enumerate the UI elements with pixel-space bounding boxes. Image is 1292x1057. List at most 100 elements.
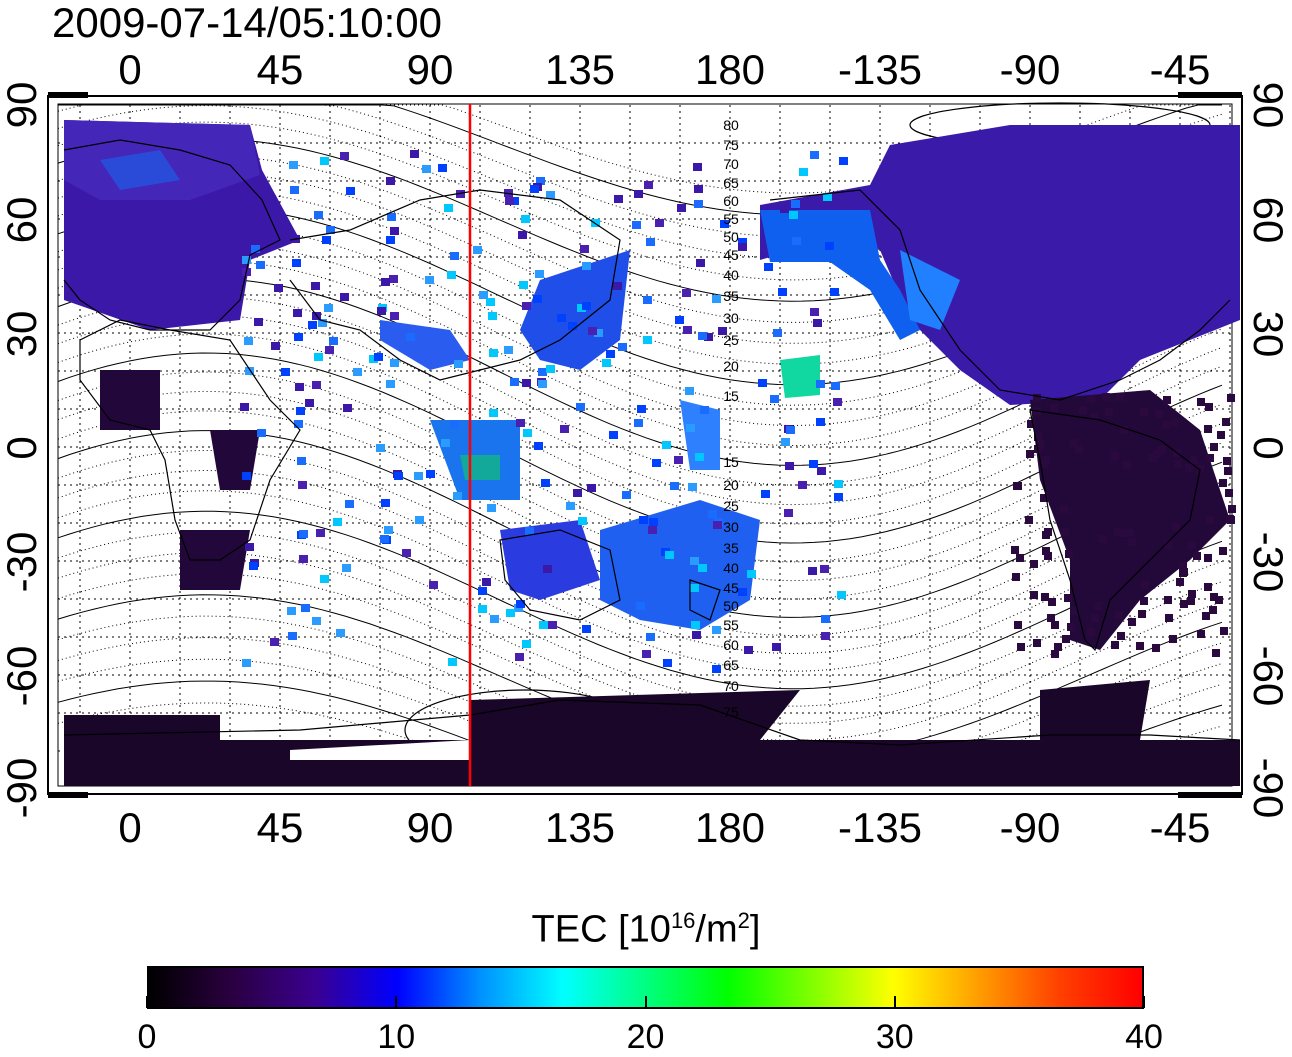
tec-cell: [318, 319, 327, 327]
tec-cell: [369, 355, 378, 363]
tec-cell: [694, 185, 703, 193]
left-latitude-tick: -30: [0, 531, 45, 593]
tec-cell: [296, 407, 305, 415]
bottom-longitude-tick: 180: [694, 804, 766, 851]
tec-cell: [1176, 578, 1184, 586]
tec-cell: [251, 245, 260, 253]
tec-cell: [1224, 467, 1232, 475]
tec-cell: [1206, 454, 1214, 462]
tec-cell: [414, 472, 423, 480]
tec-cell: [744, 646, 753, 654]
contour-line: [57, 637, 1223, 787]
tec-cell: [712, 626, 721, 634]
coastline: [499, 529, 621, 621]
tec-cell: [394, 472, 403, 480]
tec-cell: [320, 157, 329, 165]
tec-cell: [1027, 420, 1035, 428]
tec-cell: [450, 421, 459, 429]
tec-cell: [386, 236, 395, 244]
tec-cell: [778, 288, 787, 296]
tec-cell: [298, 481, 307, 489]
top-longitude-tick: -45: [1149, 46, 1211, 93]
coastlines: [63, 139, 1241, 746]
tec-cell: [314, 353, 323, 361]
tec-cell: [519, 281, 528, 289]
tec-cell: [333, 518, 342, 526]
tec-cell: [245, 543, 254, 551]
coastline: [289, 189, 621, 381]
colorbar-tick-label: 20: [626, 1018, 665, 1056]
tec-cell: [839, 157, 848, 165]
tec-patch-antarctica-band: [64, 740, 1240, 786]
tec-cell: [1136, 642, 1144, 650]
tec-cell: [289, 161, 298, 169]
right-latitude-tick: -60: [1245, 645, 1292, 707]
tec-cell: [242, 659, 251, 667]
tec-cell: [1120, 426, 1128, 434]
tec-cell: [478, 605, 487, 613]
contour-label: 80: [723, 117, 739, 133]
tec-cell: [1225, 489, 1233, 497]
tec-cell: [294, 420, 303, 428]
tec-cell: [1065, 550, 1073, 558]
tec-cell: [1164, 596, 1172, 604]
tec-cell: [1205, 403, 1213, 411]
tec-cell: [1215, 596, 1223, 604]
tec-cell: [1060, 505, 1068, 513]
tec-cell: [325, 346, 334, 354]
tec-cell: [441, 439, 450, 447]
tec-cell: [695, 453, 704, 461]
contour-line: [57, 552, 1223, 724]
tec-cell: [245, 367, 254, 375]
tec-cell: [287, 607, 296, 615]
tec-cell: [1070, 439, 1078, 447]
tec-cell: [345, 500, 354, 508]
tec-cell: [833, 398, 842, 406]
tec-cell: [712, 295, 721, 303]
tec-cell: [505, 197, 514, 205]
tec-cell: [1116, 393, 1124, 401]
tec-cell: [557, 314, 566, 322]
tec-cell: [747, 570, 756, 578]
tec-cell: [773, 329, 782, 337]
tec-cell: [447, 271, 456, 279]
tec-cell: [1187, 597, 1195, 605]
top-longitude-tick: 90: [406, 46, 454, 93]
tec-patch-east-asia: [520, 250, 630, 370]
contour-label: 40: [723, 267, 739, 283]
colorbar-title: TEC [1016/m2]: [531, 908, 761, 951]
tec-cell: [1197, 398, 1205, 406]
tec-cell: [808, 567, 817, 575]
tec-cell: [1016, 554, 1024, 562]
tec-cell: [478, 587, 487, 595]
tec-cell: [538, 380, 547, 388]
tec-cell: [694, 200, 703, 208]
colorbar-tick-mark: [644, 996, 647, 1008]
tec-cell: [453, 492, 462, 500]
contour-label: 55: [723, 617, 739, 633]
contour-label: 35: [723, 288, 739, 304]
tec-cell: [539, 621, 548, 629]
tec-cell: [770, 395, 779, 403]
tec-cell: [1042, 531, 1050, 539]
tec-cell: [402, 549, 411, 557]
tec-cell: [677, 204, 686, 212]
tec-cell: [426, 470, 435, 478]
contour-line: [57, 573, 1223, 741]
tec-patch-india: [380, 320, 470, 370]
tec-cell: [1087, 395, 1095, 403]
contour-label: 65: [723, 657, 739, 673]
coastline: [63, 699, 1241, 746]
tec-cell: [536, 177, 545, 185]
tec-cell: [1220, 627, 1228, 635]
contour-label: 65: [723, 175, 739, 191]
tec-cell: [686, 424, 695, 432]
tec-cell: [609, 431, 618, 439]
tec-cell: [1212, 649, 1220, 657]
contour-line: [57, 189, 1223, 365]
contour-label: 50: [723, 229, 739, 245]
contour-label: 60: [723, 193, 739, 209]
tec-cell: [560, 425, 569, 433]
bottom-longitude-tick: -90: [999, 804, 1061, 851]
tec-cell: [489, 349, 498, 357]
